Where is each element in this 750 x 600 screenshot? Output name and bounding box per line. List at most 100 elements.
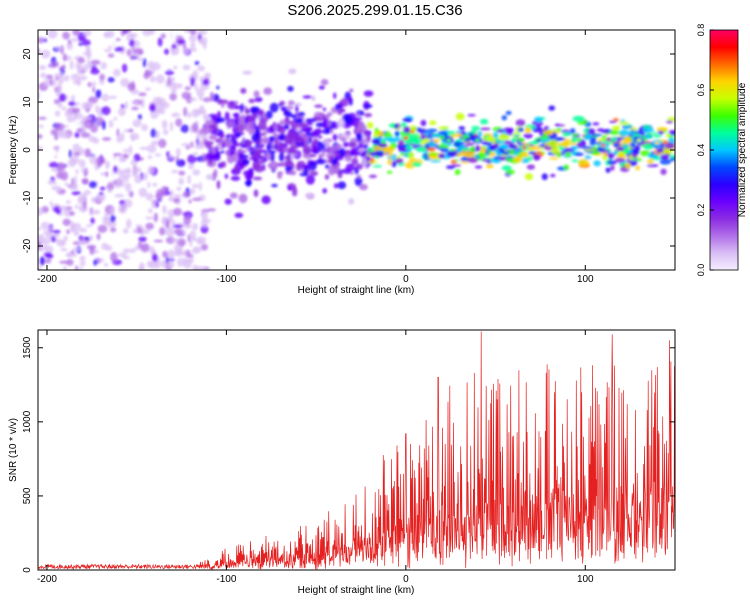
spectrogram-blob — [647, 158, 654, 165]
spectrogram-blob — [350, 148, 355, 156]
spectrogram-blob — [108, 95, 118, 99]
spectrogram-blob — [291, 186, 298, 197]
spectrogram-blob — [311, 95, 316, 102]
spectrogram-blob — [149, 75, 156, 83]
spectrogram-blob — [201, 211, 208, 222]
spectrogram-blob — [62, 31, 70, 40]
spectrogram-blob — [55, 122, 65, 131]
spectrogram-blob — [105, 171, 109, 178]
spectrogram-blob — [191, 248, 201, 254]
spectrogram-blob — [297, 111, 306, 117]
spectrogram-blob — [453, 132, 463, 138]
spectrogram-blob — [164, 70, 175, 76]
spectrogram-blob — [321, 129, 331, 135]
spectrogram-blob — [115, 38, 121, 42]
spectrogram-blob — [313, 138, 319, 145]
spectrogram-blob — [126, 218, 132, 229]
spectrogram-blob — [307, 161, 317, 171]
spectrogram-blob — [541, 173, 548, 181]
spectrogram-blob — [71, 177, 75, 186]
spectrogram-blob — [613, 150, 619, 155]
spectrogram-blob — [97, 224, 108, 233]
snr-y-tick-label: 1500 — [22, 336, 33, 359]
spectrogram-blob — [548, 157, 559, 160]
spectrogram-blob — [278, 152, 285, 162]
spectrogram-blob — [143, 72, 150, 80]
spectrogram-blob — [295, 137, 304, 144]
spectrogram-blob — [612, 143, 622, 147]
spectrogram-blob — [271, 183, 278, 188]
spectrogram-blob — [571, 133, 579, 137]
spectrogram-blob — [344, 154, 353, 162]
spectrogram-blob — [283, 124, 290, 130]
snr-x-axis: -200 -100 0 100 — [37, 330, 594, 585]
spectrogram-blob — [383, 137, 395, 142]
spectrogram-blob — [101, 242, 109, 250]
spectrogram-blob — [388, 151, 393, 157]
spectrogram-blob — [321, 148, 326, 158]
spectrogram-blob — [86, 59, 92, 70]
spectrogram-blob — [38, 266, 42, 270]
spectrogram-blob — [134, 167, 142, 173]
spectrogram-blob — [86, 102, 94, 109]
spectrogram-blob — [189, 48, 198, 52]
spectrogram-blob — [184, 224, 192, 229]
spectrogram-blob — [367, 147, 375, 151]
spectrogram-blob — [373, 130, 380, 138]
spectrogram-blob — [64, 110, 74, 118]
spectrogram-blob — [69, 211, 75, 216]
spectrogram-blob — [505, 157, 514, 162]
spectrogram-blob — [78, 42, 83, 46]
spectrogram-blob — [508, 144, 518, 149]
spectrogram-blob — [132, 119, 142, 128]
spectrogram-blob — [216, 180, 221, 190]
spectrogram-blob — [137, 114, 143, 120]
spectrogram-blob — [283, 146, 288, 154]
spectrogram-blob — [225, 149, 230, 156]
spectrogram-blob — [664, 142, 675, 150]
spectrogram-blob — [501, 165, 512, 171]
spectrogram-blob — [198, 181, 203, 192]
snr-y-tick-label: 500 — [22, 487, 33, 504]
spectrogram-blob — [643, 124, 651, 129]
spectrogram-blob — [40, 221, 50, 230]
spectrogram-blob — [55, 76, 59, 81]
spectrogram-blob — [103, 48, 112, 53]
spectrogram-blob — [411, 161, 422, 167]
spectrogram-blob — [229, 145, 236, 150]
spectrogram-blob — [607, 152, 616, 158]
spectrogram-blob — [430, 133, 443, 138]
spectrogram-blob — [137, 241, 142, 248]
spectrogram-blob — [539, 138, 551, 143]
spectrogram-blob — [617, 146, 625, 152]
spectrogram-blob — [149, 109, 159, 119]
spectrogram-blob — [131, 80, 135, 90]
spectrogram-blob — [190, 188, 196, 195]
spectrogram-blob — [75, 121, 81, 127]
spectrogram-blob — [176, 39, 186, 44]
spectrogram-blob — [133, 153, 141, 162]
spectrogram-blob — [230, 137, 235, 143]
spectrogram-blob — [643, 143, 654, 150]
spectrogram-blob — [605, 167, 611, 174]
spectrogram-blob — [548, 105, 556, 111]
spectrogram-blob — [301, 165, 312, 169]
spectrogram-blob — [40, 256, 45, 266]
spectrogram-blob — [547, 139, 559, 148]
spectrogram-blob — [262, 153, 269, 157]
spectrogram-blob — [67, 39, 72, 45]
spectrogram-blob — [168, 214, 173, 222]
spectrogram-blob — [38, 227, 42, 231]
spectrogram-blob — [437, 144, 450, 149]
spectrogram-blob — [138, 187, 148, 198]
spectrogram-blob — [660, 168, 667, 175]
spectrogram-blob — [665, 120, 674, 124]
spectrogram-blob — [118, 203, 128, 214]
spectrogram-blob — [401, 144, 407, 149]
spectrogram-blob — [114, 46, 124, 52]
spectrogram-blob — [333, 143, 343, 149]
spectrogram-blob — [337, 169, 343, 179]
snr-y-tick-label: 1000 — [22, 410, 33, 433]
spectrogram-blob — [73, 175, 78, 186]
